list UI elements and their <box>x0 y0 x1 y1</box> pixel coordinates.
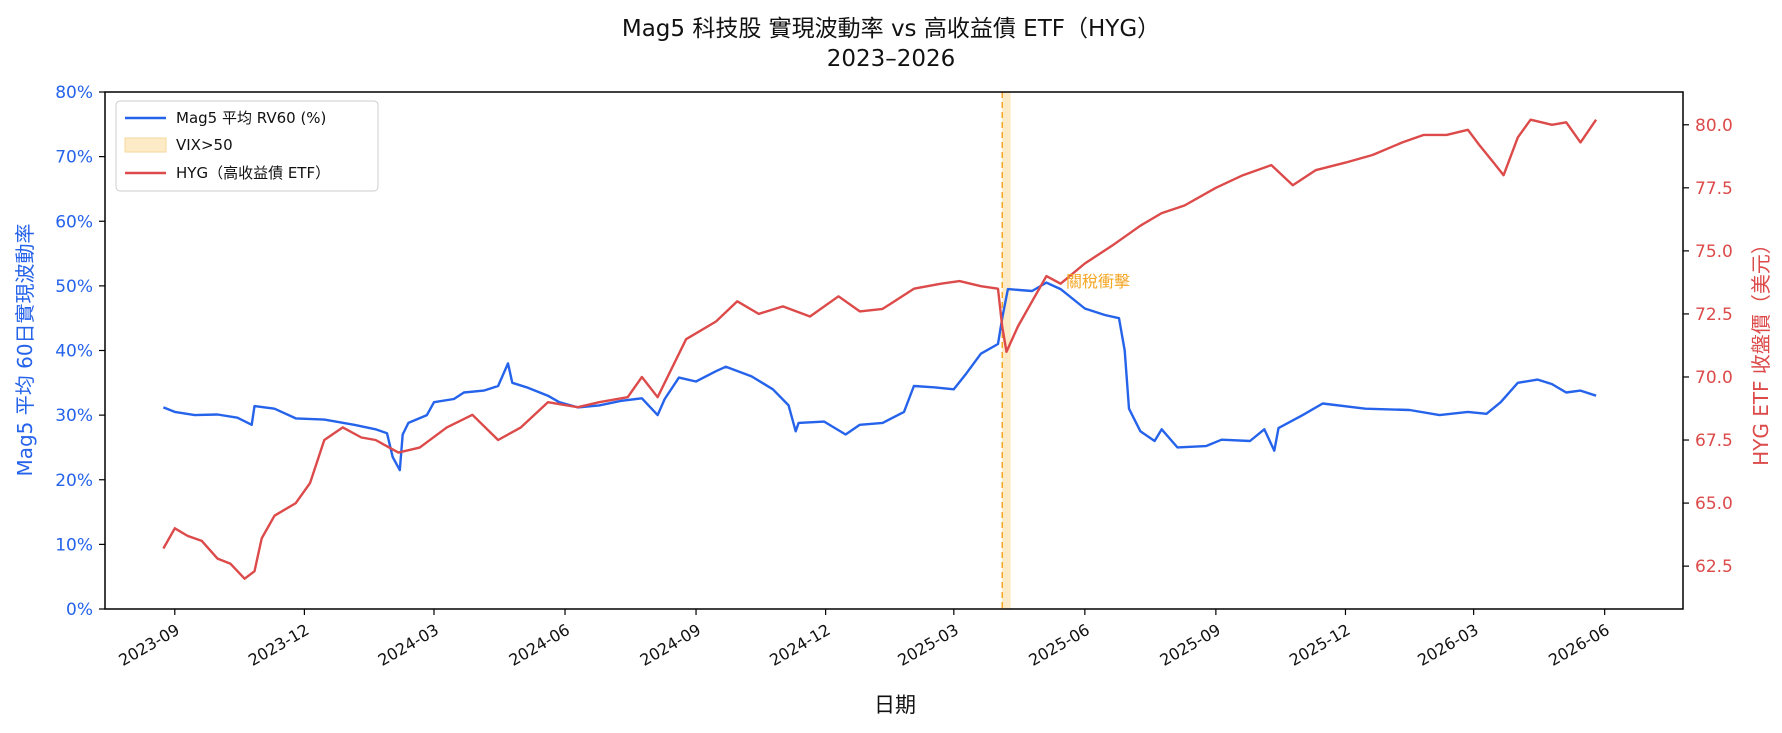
hyg-price-line <box>162 118 1598 580</box>
x-axis-label: 日期 <box>874 693 916 717</box>
x-tick-label: 2026-06 <box>1545 620 1612 670</box>
legend-label-hyg: HYG（高收益債 ETF） <box>176 164 330 182</box>
y-left-tick-label: 60% <box>55 212 93 232</box>
x-tick-label: 2025-09 <box>1156 620 1223 670</box>
y-right-tick-label: 62.5 <box>1695 557 1733 577</box>
x-tick-label: 2025-06 <box>1025 620 1092 670</box>
x-tick-label: 2026-03 <box>1414 620 1481 670</box>
x-tick-label: 2024-09 <box>637 620 704 670</box>
y-left-tick-label: 40% <box>55 342 93 362</box>
y-right-tick-label: 80.0 <box>1695 116 1733 136</box>
y-left-tick-label: 0% <box>66 600 93 620</box>
y-right-tick-label: 70.0 <box>1695 368 1733 388</box>
y-left-tick-label: 20% <box>55 471 93 491</box>
x-tick-label: 2025-12 <box>1286 620 1353 670</box>
legend-label-vix: VIX>50 <box>176 136 233 154</box>
tariff-shock-annotation: 關稅衝擊 <box>1066 272 1130 291</box>
series-layer <box>162 118 1598 580</box>
y-left-tick-label: 10% <box>55 535 93 555</box>
x-tick-label: 2024-03 <box>375 620 442 670</box>
chart-title: Mag5 科技股 實現波動率 vs 高收益債 ETF（HYG） <box>622 16 1160 42</box>
chart-subtitle: 2023–2026 <box>827 46 956 72</box>
y-left-tick-label: 70% <box>55 148 93 168</box>
y-right-tick-label: 72.5 <box>1695 305 1733 325</box>
y-left-tick-label: 50% <box>55 277 93 297</box>
y-right-tick-label: 75.0 <box>1695 242 1733 262</box>
legend-swatch-vix <box>124 137 167 153</box>
y-left-tick-label: 30% <box>55 406 93 426</box>
y-left-tick-label: 80% <box>55 83 93 103</box>
legend-label-mag5: Mag5 平均 RV60 (%) <box>176 109 326 127</box>
x-tick-label: 2024-06 <box>506 620 573 670</box>
y-right-tick-label: 65.0 <box>1695 494 1733 514</box>
legend-box <box>115 100 379 192</box>
y-axis-left-label: Mag5 平均 60日實現波動率 <box>13 223 37 476</box>
x-tick-label: 2023-09 <box>115 620 182 670</box>
legend: Mag5 平均 RV60 (%) VIX>50 HYG（高收益債 ETF） <box>115 100 379 192</box>
y-right-tick-label: 77.5 <box>1695 179 1733 199</box>
y-right-tick-label: 67.5 <box>1695 431 1733 451</box>
x-tick-label: 2024-12 <box>766 620 833 670</box>
y-axis-right-label: HYG ETF 收盤價（美元） <box>1749 234 1773 466</box>
x-tick-label: 2025-03 <box>894 620 961 670</box>
x-tick-label: 2023-12 <box>245 620 312 670</box>
